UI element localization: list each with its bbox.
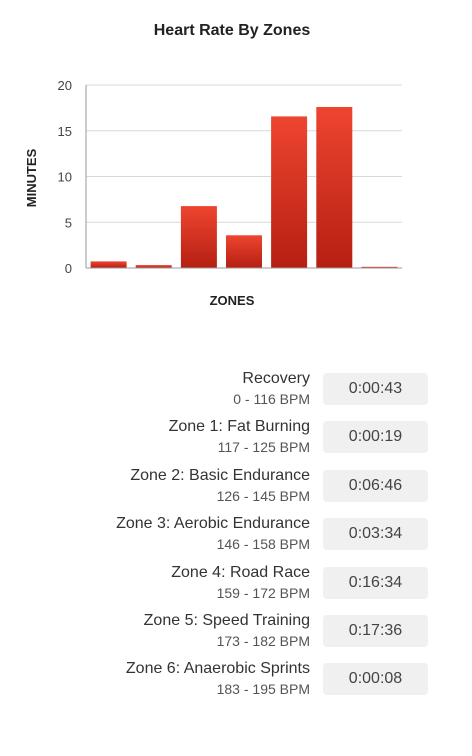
zone-bpm-range: 173 - 182 BPM [216,633,310,649]
zone-time-badge: 0:00:43 [323,373,428,405]
zone-row: Zone 5: Speed Training 173 - 182 BPM 0:17:… [0,610,472,654]
y-tick-label: 5 [65,215,72,230]
bar-zone-6[interactable] [361,266,398,268]
bar-zone-3[interactable] [226,235,262,268]
y-tick-label: 15 [58,124,72,139]
bar-zone-1[interactable] [135,265,172,268]
zone-bpm-range: 183 - 195 BPM [216,681,310,698]
zone-bpm-range: 126 - 145 BPM [216,487,310,504]
zone-bpm-range: 117 - 125 BPM [217,439,310,456]
zone-name: Zone 3: Aerobic Endurance [116,515,310,533]
zone-row: Zone 1: Fat Burning 117 - 125 BPM 0:00:19 [0,416,472,460]
zone-row: Recovery 0 - 116 BPM 0:00:43 [0,368,472,412]
zone-name: Zone 6: Anaerobic Sprints [125,660,310,678]
zone-row: Zone 2: Basic Endurance 126 - 145 BPM 0:06… [0,465,472,509]
bar-zone-5[interactable] [316,107,353,268]
zone-name: Zone 5: Speed Training [143,612,310,629]
zone-name: Zone 2: Basic Endurance [130,466,310,484]
zone-time-badge: 0:00:19 [323,421,428,454]
zone-time-badge: 0:06:46 [323,469,428,502]
zone-row: Zone 6: Anaerobic Sprints 183 - 195 BPM 0:… [0,658,472,702]
zone-time-badge: 0:17:36 [323,615,428,647]
zone-time-badge: 0:03:34 [323,518,428,551]
zone-bpm-range: 159 - 172 BPM [216,584,310,601]
y-tick-label: 0 [65,261,72,276]
y-tick-label: 10 [58,170,72,185]
zone-name: Zone 1: Fat Burning [168,418,310,436]
zone-name: Zone 4: Road Race [171,563,310,581]
zone-bpm-range: 0 - 116 BPM [233,391,310,407]
y-axis-label: MINUTES [24,148,39,207]
zone-row: Zone 3: Aerobic Endurance 146 - 158 BPM 0:… [0,513,472,557]
x-axis-label: ZONES [210,293,255,308]
bar-zone-2[interactable] [180,206,217,268]
bar-recovery[interactable] [90,261,127,268]
heart-rate-zones-chart: 0 5 10 15 20 MINUTES ZONES [24,78,402,308]
zone-row: Zone 4: Road Race 159 - 172 BPM 0:16:34 [0,562,472,606]
y-tick-label: 20 [58,78,72,93]
chart-title: Heart Rate By Zones [153,22,311,39]
zone-name: Recovery [242,370,310,387]
zone-bpm-range: 146 - 158 BPM [216,536,310,553]
zone-time-badge: 0:00:08 [323,663,428,696]
bar-zone-4[interactable] [271,116,308,269]
zone-time-badge: 0:16:34 [323,566,428,599]
